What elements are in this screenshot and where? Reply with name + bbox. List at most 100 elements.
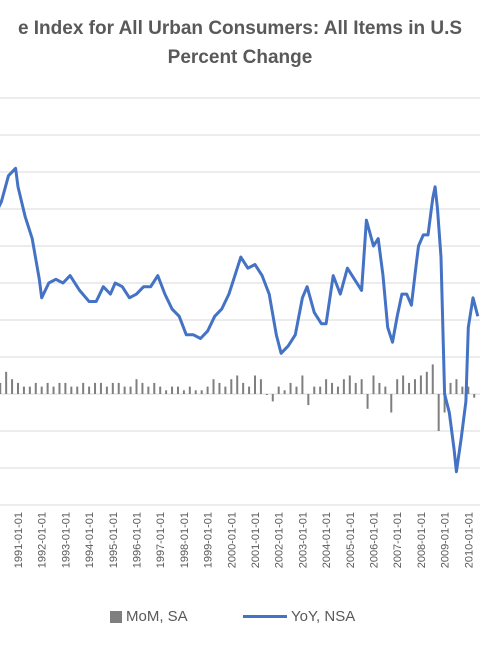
mom-bar — [34, 382, 37, 394]
mom-bar — [408, 382, 411, 394]
mom-bar — [265, 394, 268, 395]
mom-bar — [360, 379, 363, 394]
mom-bar — [242, 382, 245, 394]
mom-bar — [259, 379, 262, 394]
mom-bar — [396, 379, 399, 394]
mom-bar — [141, 382, 144, 394]
legend-item-yoy[interactable]: YoY, NSA — [243, 608, 355, 625]
legend-label-mom: MoM, SA — [126, 608, 188, 625]
mom-bar — [0, 382, 2, 394]
mom-bar — [224, 386, 227, 394]
mom-bar — [254, 375, 256, 394]
yoy-line-group — [0, 166, 480, 474]
chart-subtitle: Percent Change — [167, 47, 313, 68]
mom-bar — [5, 371, 8, 394]
mom-bar — [200, 390, 203, 394]
mom-bar — [176, 386, 179, 394]
x-tick-label: 2001-01-01 — [250, 512, 262, 568]
x-tick-label: 2006-01-01 — [369, 512, 381, 568]
mom-bar — [206, 386, 209, 394]
x-tick-label: 2000-01-01 — [226, 512, 238, 568]
mom-bar — [153, 382, 156, 394]
mom-bar — [455, 379, 458, 394]
mom-bar — [431, 364, 434, 394]
mom-bar — [88, 386, 91, 394]
mom-bar — [301, 375, 304, 394]
mom-bar — [342, 379, 345, 394]
mom-bar — [11, 379, 14, 394]
mom-bar — [159, 386, 162, 394]
mom-bar — [58, 382, 61, 394]
mom-bar — [76, 386, 79, 394]
mom-bar — [129, 386, 132, 394]
mom-bar — [46, 382, 49, 394]
mom-bar — [437, 394, 440, 431]
mom-bar — [467, 386, 470, 394]
x-tick-label: 2002-01-01 — [274, 512, 286, 568]
legend-swatch-mom — [110, 610, 122, 623]
x-tick-label: 1994-01-01 — [84, 512, 96, 568]
mom-bar — [372, 375, 375, 394]
x-tick-label: 2007-01-01 — [392, 512, 404, 568]
x-tick-label: 1997-01-01 — [155, 512, 167, 568]
mom-bar — [461, 386, 464, 394]
mom-bar — [52, 386, 55, 394]
mom-bar — [248, 386, 251, 394]
mom-bar — [64, 382, 67, 394]
mom-bar — [271, 394, 274, 402]
chart-title: e Index for All Urban Consumers: All Ite… — [17, 18, 463, 39]
mom-bar — [336, 386, 339, 394]
mom-bar — [307, 394, 310, 406]
mom-bar — [354, 382, 357, 394]
legend-item-mom[interactable]: MoM, SA — [110, 608, 188, 625]
yoy-line — [0, 166, 480, 474]
x-axis-labels: 1991-01-01 1992-01-01 1993-01-01 1994-01-01… — [13, 512, 475, 568]
mom-bar — [70, 386, 73, 394]
mom-bar — [449, 382, 452, 394]
mom-bar — [117, 382, 120, 394]
x-tick-label: 1992-01-01 — [37, 512, 49, 568]
mom-bar — [236, 375, 239, 394]
mom-bar — [94, 382, 97, 394]
mom-bar — [384, 386, 387, 394]
mom-bar — [378, 382, 381, 394]
mom-bar — [218, 382, 221, 394]
x-tick-label: 2010-01-01 — [463, 512, 475, 568]
mom-bar — [277, 386, 280, 394]
legend: MoM, SA YoY, NSA — [0, 608, 480, 632]
x-tick-label: 2003-01-01 — [297, 512, 309, 568]
mom-bar — [123, 386, 126, 394]
mom-bar — [28, 386, 31, 394]
mom-bar — [402, 375, 405, 394]
mom-bar — [390, 394, 393, 413]
x-tick-label: 1996-01-01 — [132, 512, 144, 568]
mom-bar — [165, 390, 168, 394]
mom-bar — [135, 379, 138, 394]
x-tick-label: 1993-01-01 — [60, 512, 72, 568]
gridlines — [0, 97, 480, 506]
mom-bar — [473, 394, 476, 398]
mom-bar — [443, 394, 446, 413]
mom-bar — [366, 394, 369, 409]
mom-bar — [111, 382, 114, 394]
mom-bar — [82, 382, 85, 394]
mom-bar — [319, 386, 322, 394]
mom-bar — [188, 386, 191, 394]
mom-bar — [212, 379, 215, 394]
mom-bar — [313, 386, 316, 394]
x-tick-label: 2005-01-01 — [345, 512, 357, 568]
mom-bar — [40, 386, 43, 394]
x-tick-label: 1991-01-01 — [13, 512, 25, 568]
mom-bar — [171, 386, 174, 394]
x-tick-label: 1995-01-01 — [108, 512, 120, 568]
mom-bar — [419, 375, 422, 394]
mom-bar — [147, 386, 150, 394]
x-tick-label: 2004-01-01 — [321, 512, 333, 568]
mom-bar — [194, 390, 197, 394]
mom-bar — [182, 390, 185, 394]
mom-bar — [99, 382, 102, 394]
x-tick-label: 1999-01-01 — [203, 512, 215, 568]
legend-label-yoy: YoY, NSA — [291, 608, 356, 625]
legend-swatch-yoy — [243, 615, 287, 618]
mom-bar — [17, 382, 19, 394]
